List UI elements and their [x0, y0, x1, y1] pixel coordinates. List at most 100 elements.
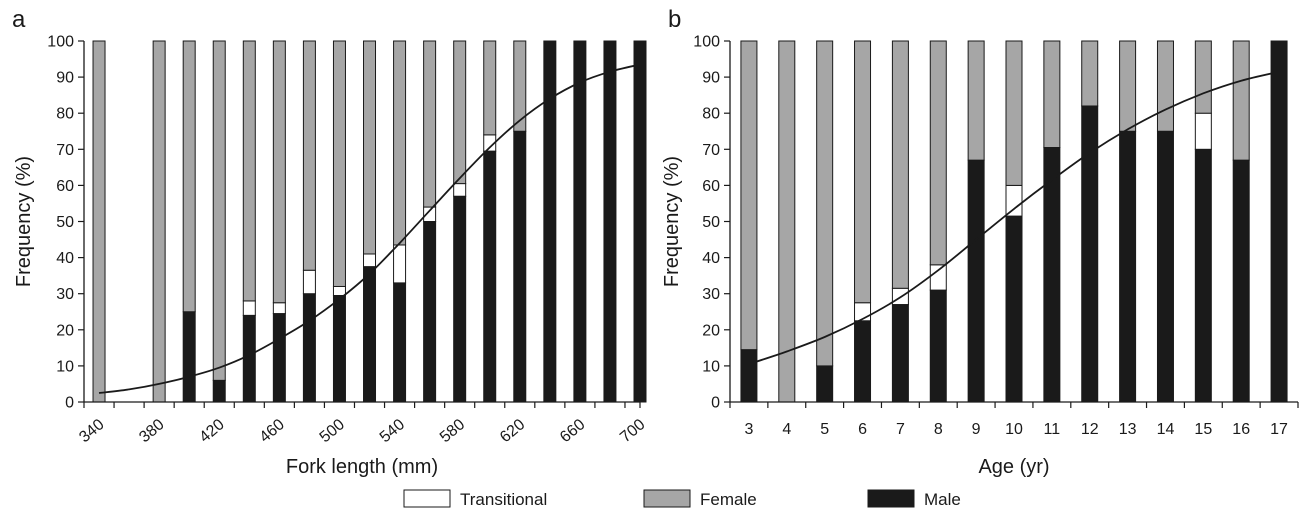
bar-male-13 [1119, 130, 1137, 403]
legend-swatch-male [867, 489, 915, 508]
legend: Transitional Female Male [403, 489, 961, 509]
bar-female-12 [1081, 40, 1099, 107]
bar-male-520 [363, 266, 377, 403]
bar-male-560 [423, 221, 437, 403]
x-tick-label: 660 [557, 416, 588, 446]
x-tick-label: 380 [136, 416, 167, 446]
x-tick-label: 6 [858, 421, 867, 438]
legend-label-male: Male [924, 490, 961, 509]
x-tick-label: 700 [617, 416, 648, 446]
bar-male-620 [513, 130, 527, 403]
y-tick-label: 60 [702, 178, 720, 195]
y-tick-label: 20 [702, 322, 720, 339]
x-tick-label: 500 [317, 416, 348, 446]
y-tick-label: 80 [56, 106, 74, 123]
bar-male-10 [1005, 215, 1023, 403]
y-tick-label: 40 [702, 250, 720, 267]
legend-label-transitional: Transitional [460, 490, 547, 509]
bar-female-6 [854, 40, 872, 304]
y-tick-label: 30 [56, 286, 74, 303]
bar-female-520 [363, 40, 377, 255]
bar-male-16 [1232, 159, 1250, 403]
y-axis-title: Frequency (%) [13, 156, 35, 287]
bar-female-400 [182, 40, 196, 313]
bar-female-9 [967, 40, 985, 161]
x-tick-label: 9 [972, 421, 981, 438]
panel-b-chart: b 0 10 20 30 40 50 60 70 80 90 100 3 4 5 6 7 8 9 10 11 12 13 14… [661, 6, 1299, 478]
x-axis-title: Age (yr) [978, 456, 1049, 478]
y-tick-label: 100 [693, 34, 720, 51]
y-tick-label: 60 [56, 178, 74, 195]
panel-letter: a [12, 6, 26, 33]
y-tick-label: 10 [56, 358, 74, 375]
bar-transitional-520 [363, 253, 377, 268]
bar-male-680 [603, 40, 617, 403]
bar-female-480 [302, 40, 316, 271]
bar-male-14 [1156, 130, 1174, 403]
y-tick-label: 20 [56, 322, 74, 339]
y-tick-label: 40 [56, 250, 74, 267]
x-tick-label: 13 [1119, 421, 1137, 438]
y-tick-label: 80 [702, 106, 720, 123]
bar-transitional-500 [332, 285, 346, 297]
x-tick-label: 420 [196, 416, 227, 446]
bar-female-440 [242, 40, 256, 302]
y-tick-label: 30 [702, 286, 720, 303]
bar-female-14 [1156, 40, 1174, 132]
bar-male-9 [967, 159, 985, 403]
bar-female-11 [1043, 40, 1061, 148]
bar-male-580 [453, 195, 467, 403]
bar-male-600 [483, 150, 497, 403]
x-tick-label: 4 [782, 421, 791, 438]
bar-female-10 [1005, 40, 1023, 186]
bar-male-5 [816, 365, 834, 403]
x-tick-label: 17 [1270, 421, 1288, 438]
bar-transitional-580 [453, 183, 467, 197]
bar-transitional-15 [1194, 112, 1212, 150]
y-tick-label: 70 [702, 142, 720, 159]
x-tick-label: 3 [744, 421, 753, 438]
x-axis-title: Fork length (mm) [286, 456, 438, 478]
y-axis-title: Frequency (%) [661, 156, 683, 287]
x-tick-label: 11 [1044, 421, 1061, 438]
x-tick-label: 580 [437, 416, 468, 446]
bar-male-15 [1194, 148, 1212, 403]
bar-male-420 [212, 379, 226, 403]
bar-female-460 [272, 40, 286, 304]
bar-male-700 [633, 40, 647, 403]
bar-female-5 [816, 40, 834, 367]
bar-male-460 [272, 313, 286, 403]
bar-male-7 [891, 304, 909, 403]
x-tick-label: 15 [1194, 421, 1212, 438]
bar-female-560 [423, 40, 437, 208]
bar-female-340 [92, 40, 106, 403]
y-tick-label: 50 [702, 214, 720, 231]
x-tick-label: 460 [257, 416, 288, 446]
bar-male-3 [740, 349, 758, 403]
bar-female-540 [393, 40, 407, 246]
x-tick-label: 12 [1081, 421, 1099, 438]
x-tick-label: 14 [1157, 421, 1175, 438]
fitted-curve [748, 70, 1280, 365]
bar-female-15 [1194, 40, 1212, 114]
y-tick-label: 70 [56, 142, 74, 159]
legend-swatch-transitional [403, 489, 451, 508]
bar-female-8 [929, 40, 947, 266]
bar-transitional-460 [272, 302, 286, 315]
bar-female-580 [453, 40, 467, 185]
bar-female-7 [891, 40, 909, 289]
y-tick-label: 90 [702, 70, 720, 87]
y-tick-label: 0 [65, 395, 74, 412]
x-tick-label: 620 [497, 416, 528, 446]
x-tick-label: 16 [1232, 421, 1250, 438]
bar-male-6 [854, 320, 872, 403]
x-tick-label: 340 [76, 416, 107, 446]
legend-label-female: Female [700, 490, 757, 509]
y-tick-label: 100 [47, 34, 74, 51]
bar-female-620 [513, 40, 527, 132]
y-tick-label: 0 [711, 395, 720, 412]
y-tick-label: 90 [56, 70, 74, 87]
x-tick-label: 5 [820, 421, 829, 438]
y-tick-label: 10 [702, 358, 720, 375]
